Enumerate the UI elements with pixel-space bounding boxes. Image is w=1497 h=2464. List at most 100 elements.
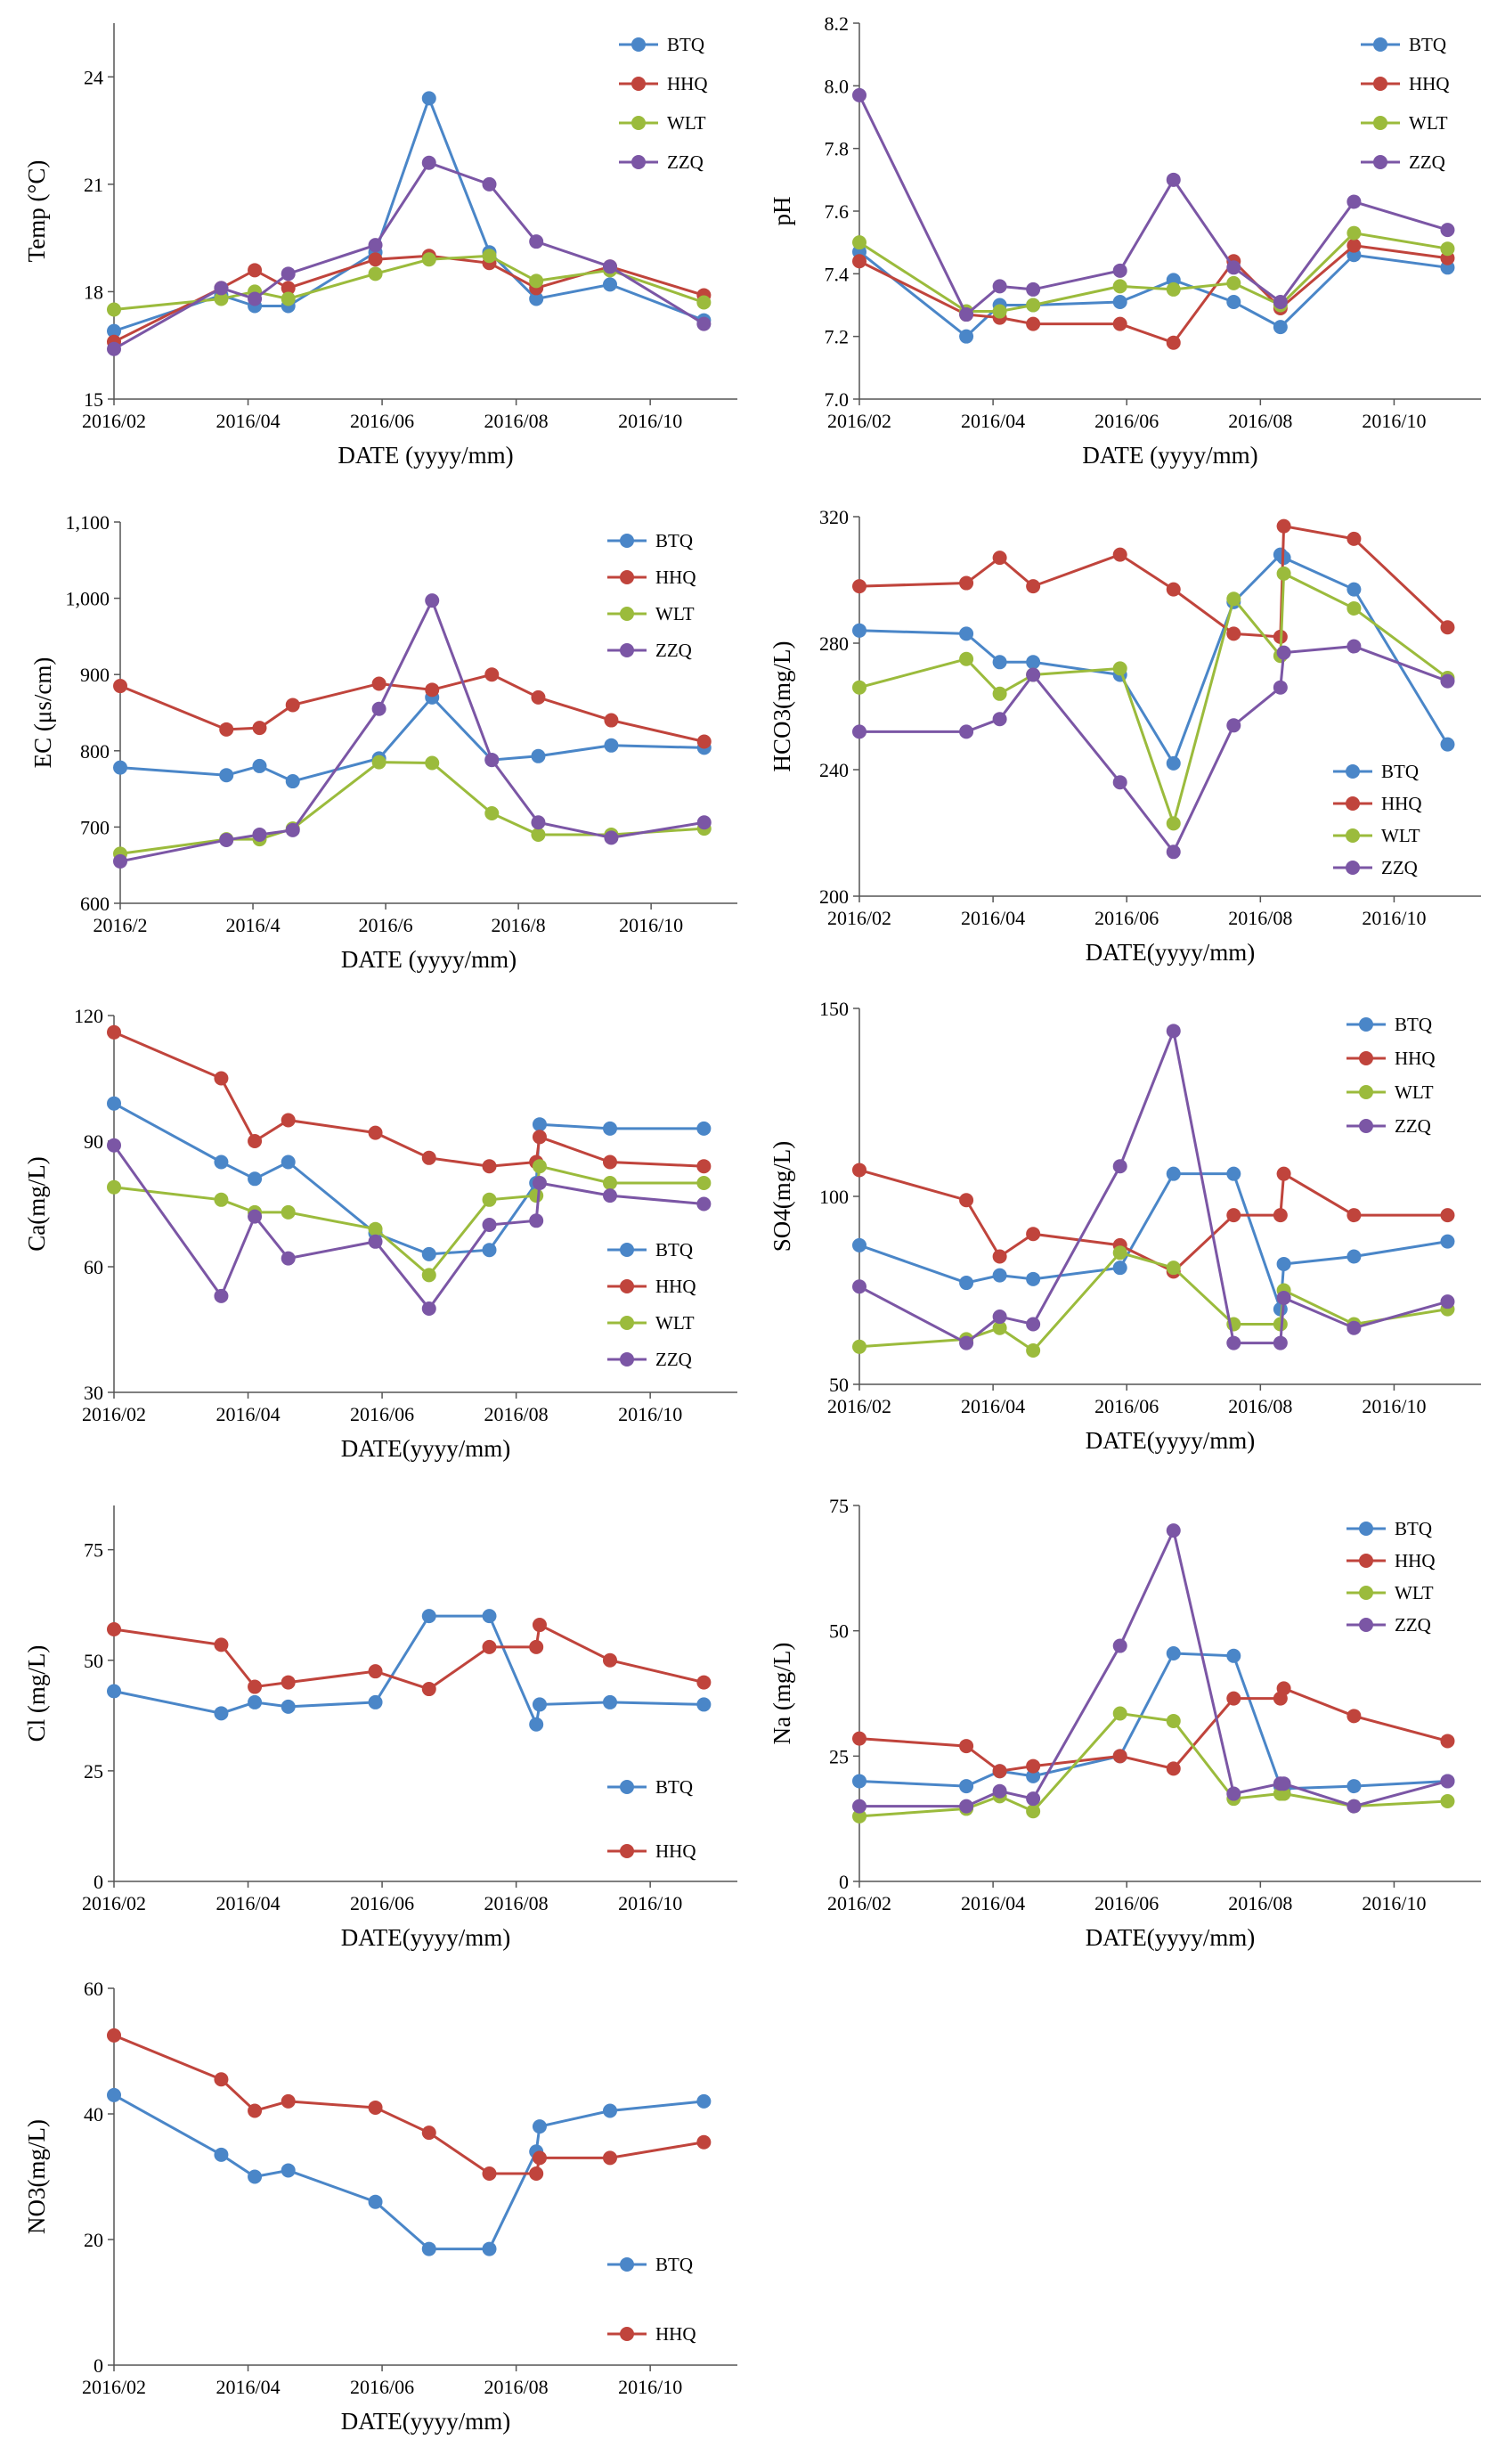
data-point-HHQ (248, 1134, 263, 1148)
data-point-BTQ (529, 1717, 544, 1732)
data-point-BTQ (113, 760, 127, 775)
data-point-HHQ (696, 2134, 712, 2150)
series-line-ZZQ (113, 160, 705, 351)
legend: BTQ HHQ WLT ZZQ (1333, 761, 1422, 878)
data-point-HHQ (107, 1622, 121, 1637)
x-tick-label: 2016/10 (1362, 1395, 1426, 1417)
legend-label: ZZQ (1381, 857, 1418, 878)
data-point-ZZQ (371, 701, 386, 716)
legend-swatch-marker (631, 155, 646, 169)
x-tick-label: 2016/02 (827, 1395, 891, 1417)
data-point-HHQ (1166, 582, 1181, 597)
data-point-BTQ (1346, 1779, 1362, 1794)
x-tick-label: 2016/02 (82, 410, 146, 432)
data-point-ZZQ (1276, 1290, 1291, 1305)
x-tick-label: 2016/10 (1362, 410, 1426, 432)
legend-swatch-marker (1373, 155, 1387, 169)
x-tick-label: 2016/10 (619, 914, 683, 936)
data-point-HHQ (1276, 1166, 1291, 1181)
data-point-ZZQ (1112, 1638, 1127, 1653)
data-point-ZZQ (959, 1799, 974, 1814)
data-point-HHQ (371, 676, 386, 691)
x-tick-label: 2016/02 (82, 1892, 146, 1914)
data-point-BTQ (1346, 582, 1362, 597)
x-tick-label: 2016/02 (827, 1892, 891, 1914)
y-tick-label: 24 (84, 66, 103, 88)
x-tick-label: 2016/06 (1094, 410, 1159, 432)
data-point-HHQ (852, 1163, 866, 1178)
legend-swatch-marker (620, 607, 634, 621)
series-line-ZZQ (858, 1025, 1448, 1345)
data-point-WLT (602, 1176, 617, 1190)
data-point-HHQ (1026, 1227, 1041, 1242)
legend-swatch-marker (1346, 764, 1360, 779)
x-tick-label: 2016/04 (961, 1395, 1025, 1417)
y-tick-label: 25 (829, 1745, 849, 1767)
series-BTQ (852, 1645, 1455, 1796)
x-tick-label: 2016/02 (82, 2376, 146, 2398)
y-tick-label: 280 (819, 632, 849, 655)
data-point-ZZQ (1346, 1799, 1362, 1814)
legend-label: WLT (1381, 825, 1420, 846)
data-point-ZZQ (1346, 194, 1362, 209)
data-point-ZZQ (992, 1310, 1007, 1325)
series-WLT (852, 1245, 1455, 1358)
data-point-HHQ (532, 1130, 547, 1145)
legend: BTQ HHQ (607, 1776, 696, 1862)
legend-label: HHQ (1381, 793, 1422, 814)
data-point-ZZQ (852, 1279, 866, 1294)
data-point-ZZQ (959, 1335, 974, 1350)
data-point-ZZQ (214, 281, 229, 296)
data-point-ZZQ (532, 1176, 547, 1190)
data-point-ZZQ (1112, 775, 1127, 790)
data-point-BTQ (107, 1684, 121, 1699)
y-tick-label: 60 (84, 1256, 103, 1278)
y-tick-label: 40 (84, 2103, 103, 2125)
legend-label: BTQ (1395, 1014, 1432, 1035)
legend-swatch-marker (1346, 796, 1360, 811)
data-point-BTQ (531, 748, 546, 763)
data-point-BTQ (1112, 294, 1127, 309)
data-point-BTQ (252, 758, 267, 773)
data-point-HHQ (852, 1731, 866, 1746)
data-point-HHQ (219, 722, 234, 737)
y-tick-label: 150 (819, 998, 849, 1020)
series-line-HHQ (113, 2034, 704, 2175)
data-point-WLT (1112, 1706, 1127, 1721)
y-axis-title: SO4(mg/L) (769, 1141, 795, 1252)
series-HHQ (107, 1024, 712, 1174)
legend-swatch-marker (1346, 828, 1360, 843)
series-ZZQ (852, 1024, 1455, 1350)
data-point-HHQ (992, 551, 1007, 566)
data-point-BTQ (696, 1121, 712, 1136)
y-tick-label: 700 (80, 816, 110, 838)
data-point-BTQ (1166, 755, 1181, 771)
data-point-HHQ (532, 2150, 547, 2166)
data-point-ZZQ (281, 266, 296, 281)
chart-hco3: 200 240 280 320 2016/02 2016/04 2016/06 2016/08… (769, 506, 1481, 966)
legend-swatch-marker (620, 2257, 634, 2272)
legend-label: HHQ (655, 1276, 696, 1297)
data-point-BTQ (1226, 294, 1241, 309)
chart-no3: 0 20 40 60 2016/02 2016/04 2016/06 2016/08 2016/… (23, 1978, 737, 2435)
series-line-HHQ (119, 673, 705, 743)
data-point-ZZQ (214, 1288, 229, 1303)
data-point-WLT (1276, 566, 1291, 581)
data-point-WLT (1166, 1713, 1181, 1728)
data-point-WLT (696, 295, 712, 310)
series-line-ZZQ (859, 645, 1448, 855)
data-point-WLT (992, 304, 1007, 319)
data-point-HHQ (1346, 1709, 1362, 1724)
y-axis-title: Cl (mg/L) (23, 1645, 50, 1742)
series-line-WLT (858, 232, 1448, 314)
data-point-BTQ (992, 1268, 1007, 1283)
data-point-WLT (1226, 275, 1241, 290)
legend: BTQ HHQ WLT ZZQ (1346, 1518, 1436, 1636)
x-axis-title: DATE(yyyy/mm) (1086, 939, 1255, 966)
series-BTQ (113, 689, 712, 789)
series-WLT (852, 225, 1455, 319)
data-point-WLT (852, 235, 866, 250)
data-point-BTQ (214, 1706, 229, 1721)
data-point-HHQ (1112, 316, 1127, 331)
data-point-ZZQ (852, 724, 866, 739)
